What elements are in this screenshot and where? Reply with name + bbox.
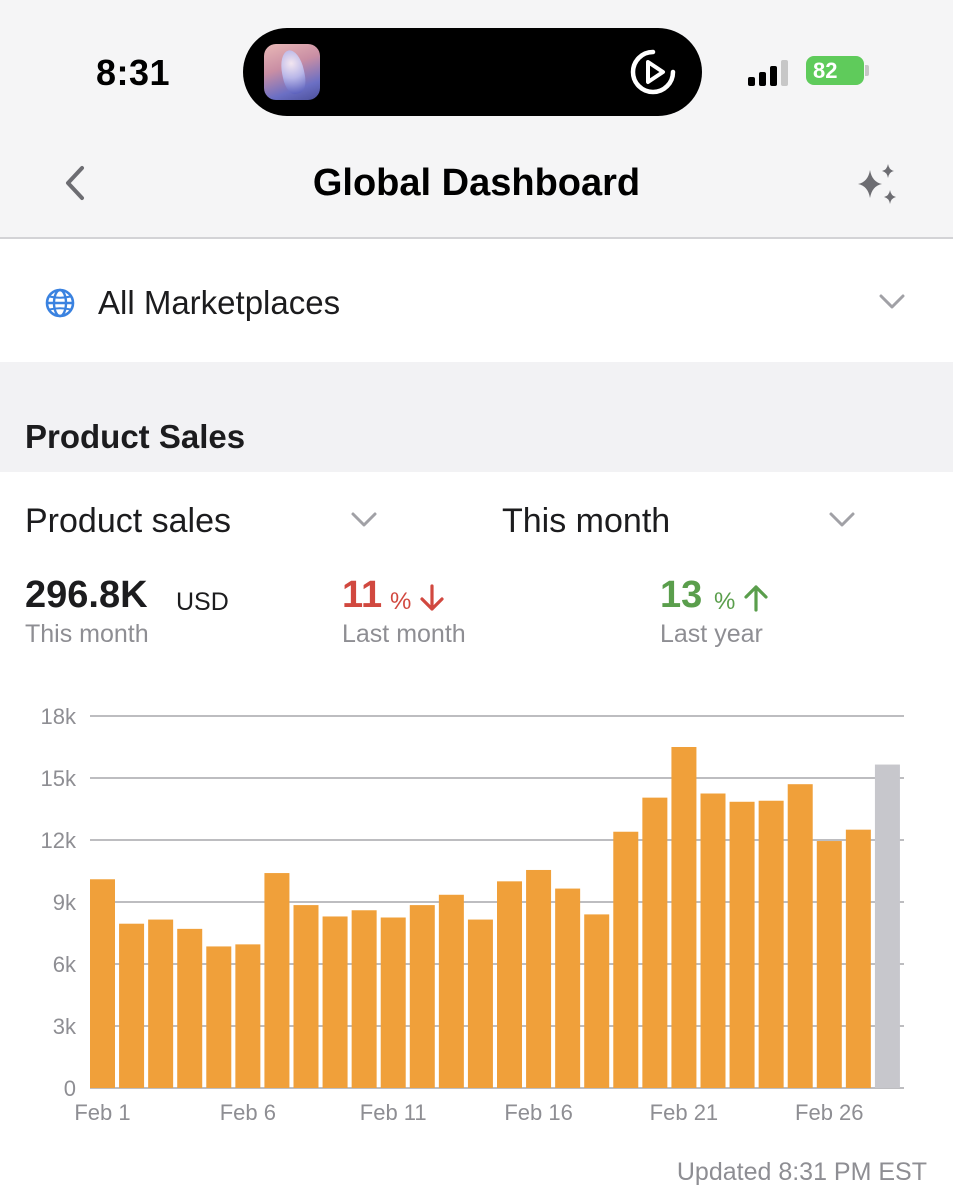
header-divider (0, 237, 953, 239)
y-tick-label: 6k (53, 952, 77, 977)
status-indicators: 82 (746, 56, 876, 86)
dynamic-island[interactable] (243, 28, 702, 116)
x-tick-label: Feb 1 (74, 1100, 130, 1125)
chart-bar[interactable] (816, 841, 842, 1088)
y-tick-label: 18k (41, 704, 77, 729)
last-updated-text: Updated 8:31 PM EST (676, 1158, 927, 1186)
metric-selector[interactable]: Product sales (25, 502, 231, 540)
play-circle-icon[interactable] (629, 48, 677, 96)
chart-bar[interactable] (380, 917, 406, 1089)
y-tick-label: 15k (41, 766, 77, 791)
sparkles-icon[interactable] (852, 162, 900, 210)
chevron-down-icon[interactable] (826, 508, 858, 532)
globe-icon (45, 288, 75, 318)
chart-bar[interactable] (787, 784, 813, 1088)
x-tick-label: Feb 6 (220, 1100, 276, 1125)
y-tick-label: 3k (53, 1014, 77, 1039)
battery-indicator: 82 (806, 56, 864, 85)
chart-bar[interactable] (438, 894, 464, 1088)
y-tick-label: 9k (53, 890, 77, 915)
chart-bar[interactable] (322, 916, 348, 1088)
arrow-down-icon (420, 584, 444, 611)
chart-bar[interactable] (206, 946, 232, 1088)
chart-bar[interactable] (758, 800, 784, 1088)
chevron-left-icon[interactable] (58, 160, 94, 206)
battery-cap (865, 65, 869, 76)
arrow-up-icon (744, 585, 768, 612)
chevron-down-icon[interactable] (348, 508, 380, 532)
x-tick-label: Feb 21 (650, 1100, 719, 1125)
chart-bar[interactable] (119, 923, 145, 1088)
x-tick-label: Feb 26 (795, 1100, 864, 1125)
chart-bar[interactable] (148, 919, 174, 1088)
last-month-caption: Last month (342, 620, 466, 648)
chart-bar[interactable] (700, 793, 726, 1089)
chart-bar[interactable] (845, 829, 871, 1088)
chart-bar[interactable] (555, 888, 581, 1088)
last-year-change-unit: % (714, 588, 736, 615)
y-tick-label: 0 (64, 1076, 76, 1101)
status-time: 8:31 (96, 52, 171, 93)
chart-bar[interactable] (874, 764, 900, 1088)
chart-bars (90, 747, 900, 1088)
chart-bar[interactable] (235, 944, 261, 1088)
period-selector[interactable]: This month (502, 502, 671, 540)
section-title: Product Sales (25, 418, 246, 455)
chart-bar[interactable] (613, 831, 639, 1088)
battery-level: 82 (813, 58, 838, 83)
chart-x-axis: Feb 1 Feb 6 Feb 11 Feb 16 Feb 21 Feb 26 (74, 1100, 863, 1125)
chart-bar[interactable] (90, 879, 116, 1088)
chart-bar[interactable] (264, 873, 290, 1088)
marketplace-label: All Marketplaces (98, 284, 341, 321)
section-header (0, 362, 953, 472)
chart-bar[interactable] (729, 801, 755, 1088)
sales-total-caption: This month (25, 620, 149, 648)
chart-bar[interactable] (584, 914, 610, 1088)
chart-bar[interactable] (467, 919, 493, 1088)
chart-bar[interactable] (642, 797, 668, 1088)
now-playing-artwork[interactable] (264, 44, 320, 100)
last-month-change-unit: % (390, 588, 412, 615)
sales-total-unit: USD (176, 588, 229, 616)
marketplace-selector[interactable]: All Marketplaces (0, 240, 953, 362)
last-year-change-value: 13 (660, 574, 703, 616)
chart-bar[interactable] (409, 905, 435, 1088)
chart-bar[interactable] (293, 905, 319, 1088)
chart-bar[interactable] (671, 747, 697, 1088)
chart-bar[interactable] (177, 928, 203, 1088)
x-tick-label: Feb 11 (360, 1100, 427, 1125)
chart-bar[interactable] (351, 910, 377, 1088)
x-tick-label: Feb 16 (504, 1100, 573, 1125)
chart-bar[interactable] (497, 881, 523, 1088)
y-tick-label: 12k (41, 828, 77, 853)
sales-total-value: 296.8K (25, 574, 148, 616)
last-month-change-value: 11 (342, 574, 383, 616)
chart-bar[interactable] (526, 869, 552, 1088)
page-title: Global Dashboard (312, 162, 641, 204)
chevron-down-icon[interactable] (876, 290, 908, 314)
last-year-caption: Last year (660, 620, 763, 648)
chart-y-axis: 0 3k 6k 9k 12k 15k 18k (41, 704, 77, 1101)
